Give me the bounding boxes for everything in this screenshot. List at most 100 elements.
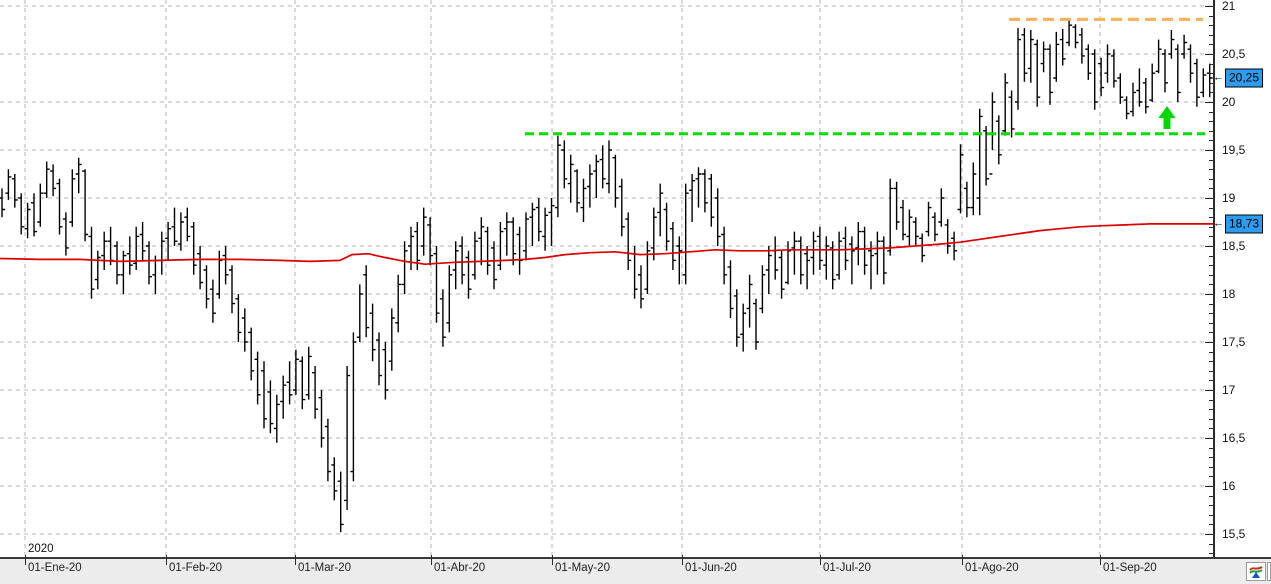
- minor-tick: [1209, 524, 1213, 525]
- minor-tick: [1209, 284, 1213, 285]
- minor-tick: [1209, 380, 1213, 381]
- month-label: 01-Abr-20: [434, 562, 486, 574]
- major-tick: [1205, 342, 1213, 343]
- year-label: 2020: [28, 543, 54, 555]
- minor-tick: [1209, 121, 1213, 122]
- minor-tick: [1209, 428, 1213, 429]
- minor-tick: [1209, 323, 1213, 324]
- minor-tick: [1209, 400, 1213, 401]
- month-label: 01-Mar-20: [298, 562, 352, 574]
- buy-signal-arrow: [1158, 106, 1176, 129]
- major-tick: [1205, 246, 1213, 247]
- major-tick: [1205, 486, 1213, 487]
- minor-tick: [1209, 313, 1213, 314]
- price-axis-label: 19,5: [1222, 143, 1246, 157]
- price-axis-label: 17: [1222, 383, 1236, 397]
- minor-tick: [1209, 179, 1213, 180]
- month-tick: [962, 555, 963, 565]
- minor-tick: [1209, 448, 1213, 449]
- ohlc-bars: [0, 20, 1213, 533]
- month-tick: [166, 555, 167, 565]
- month-tick: [431, 555, 432, 565]
- major-tick: [1205, 150, 1213, 151]
- major-tick: [1205, 438, 1213, 439]
- minor-tick: [1209, 25, 1213, 26]
- sma-line: [0, 223, 1213, 266]
- minor-tick: [1209, 505, 1213, 506]
- major-tick: [1205, 198, 1213, 199]
- price-axis-line: [1213, 0, 1215, 559]
- month-label: 01-Sep-20: [1103, 562, 1157, 574]
- moving-average-value: 18,73: [1225, 214, 1264, 234]
- minor-tick: [1209, 553, 1213, 554]
- minor-tick: [1209, 476, 1213, 477]
- month-tick: [552, 555, 553, 565]
- minor-tick: [1209, 265, 1213, 266]
- minor-tick: [1209, 131, 1213, 132]
- minor-tick: [1209, 332, 1213, 333]
- price-axis-label: 21: [1222, 0, 1236, 13]
- minor-tick: [1209, 457, 1213, 458]
- major-tick: [1205, 102, 1213, 103]
- major-tick: [1205, 294, 1213, 295]
- month-tick: [1100, 555, 1101, 565]
- minor-tick: [1209, 64, 1213, 65]
- last-price-tag: ← 20,25: [1213, 68, 1264, 88]
- minor-tick: [1209, 236, 1213, 237]
- minor-tick: [1209, 92, 1213, 93]
- month-label: 01-Ene-20: [28, 562, 82, 574]
- major-tick: [1205, 54, 1213, 55]
- last-price-value: 20,25: [1225, 68, 1264, 88]
- major-tick: [1205, 534, 1213, 535]
- minor-tick: [1209, 304, 1213, 305]
- price-axis-label: 17,5: [1222, 335, 1246, 349]
- minor-tick: [1209, 83, 1213, 84]
- minor-tick: [1209, 140, 1213, 141]
- minor-tick: [1209, 227, 1213, 228]
- month-tick: [295, 555, 296, 565]
- minor-tick: [1209, 112, 1213, 113]
- price-axis-label: 16: [1222, 479, 1236, 493]
- price-axis-label: 20: [1222, 95, 1236, 109]
- minor-tick: [1209, 496, 1213, 497]
- month-label: 01-May-20: [555, 562, 610, 574]
- month-label: 01-Jun-20: [685, 562, 737, 574]
- minor-tick: [1209, 208, 1213, 209]
- minor-tick: [1209, 544, 1213, 545]
- chart-logo-button[interactable]: [1246, 562, 1266, 581]
- minor-tick: [1209, 160, 1213, 161]
- minor-tick: [1209, 419, 1213, 420]
- price-axis-label: 15,5: [1222, 527, 1246, 541]
- minor-tick: [1209, 217, 1213, 218]
- moving-average-tag: ← 18,73: [1213, 214, 1264, 234]
- left-arrow-icon: ←: [1213, 217, 1224, 230]
- major-tick: [1205, 6, 1213, 7]
- minor-tick: [1209, 352, 1213, 353]
- chart-logo-icon: [1249, 565, 1263, 578]
- month-tick: [25, 555, 26, 565]
- month-label: 01-Feb-20: [169, 562, 223, 574]
- minor-tick: [1209, 169, 1213, 170]
- price-axis-label: 20,5: [1222, 47, 1246, 61]
- minor-tick: [1209, 409, 1213, 410]
- price-axis-label: 18,5: [1222, 239, 1246, 253]
- price-axis-label: 19: [1222, 191, 1236, 205]
- month-tick: [820, 555, 821, 565]
- left-arrow-icon: ←: [1213, 71, 1224, 84]
- price-axis-label: 16,5: [1222, 431, 1246, 445]
- partial-button[interactable]: [1267, 562, 1271, 581]
- minor-tick: [1209, 73, 1213, 74]
- major-tick: [1205, 390, 1213, 391]
- minor-tick: [1209, 44, 1213, 45]
- gridlines: [0, 0, 1213, 557]
- minor-tick: [1209, 361, 1213, 362]
- month-tick: [682, 555, 683, 565]
- time-axis-bar: [0, 557, 1271, 584]
- minor-tick: [1209, 16, 1213, 17]
- month-label: 01-Jul-20: [823, 562, 871, 574]
- minor-tick: [1209, 188, 1213, 189]
- minor-tick: [1209, 35, 1213, 36]
- minor-tick: [1209, 256, 1213, 257]
